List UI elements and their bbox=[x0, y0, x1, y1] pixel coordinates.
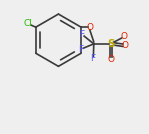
Text: S: S bbox=[107, 39, 115, 49]
Text: O: O bbox=[122, 41, 129, 50]
Text: O: O bbox=[86, 23, 93, 32]
Text: F: F bbox=[91, 54, 96, 63]
Text: O: O bbox=[120, 32, 127, 41]
Text: Cl: Cl bbox=[24, 19, 33, 28]
Text: O: O bbox=[108, 55, 115, 64]
Text: F: F bbox=[79, 30, 84, 39]
Text: F: F bbox=[78, 45, 83, 54]
